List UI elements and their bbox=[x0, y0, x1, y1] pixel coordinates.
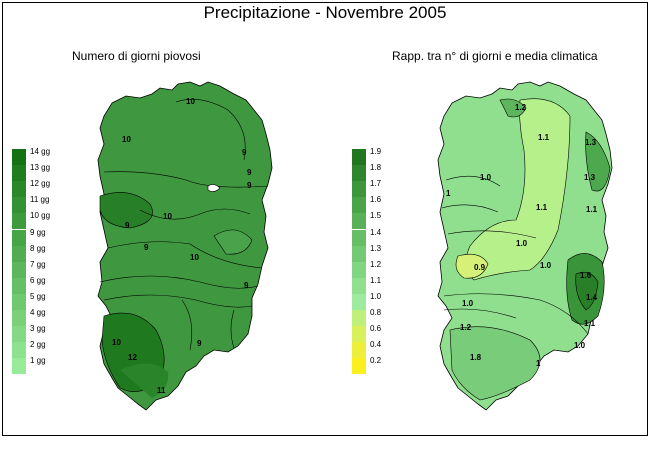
legend-label: 0.8 bbox=[370, 308, 382, 317]
legend-label: 7 gg bbox=[30, 259, 46, 269]
right-contour-label: 1.1 bbox=[584, 319, 596, 328]
left-contour-label: 12 bbox=[128, 353, 137, 362]
legend-label: 9 gg bbox=[30, 227, 46, 237]
right-contour-label: 1.3 bbox=[584, 173, 596, 182]
legend-swatch bbox=[352, 277, 366, 294]
legend-label: 1.5 bbox=[370, 211, 382, 221]
legend-swatch bbox=[12, 197, 26, 214]
right-contour-label: 1.0 bbox=[462, 299, 474, 308]
legend-swatch bbox=[12, 326, 26, 343]
right-contour-label: 1.2 bbox=[460, 323, 472, 332]
left-contour-label: 9 bbox=[144, 243, 149, 252]
right-contour-label: 1.8 bbox=[470, 353, 482, 362]
legend-swatch bbox=[12, 213, 26, 230]
legend-label: 13 gg bbox=[30, 163, 51, 173]
right-map-subtitle: Rapp. tra n° di giorni e media climatica bbox=[392, 49, 598, 63]
legend-label: 1.2 bbox=[370, 259, 382, 269]
legend-label: 8 gg bbox=[30, 243, 46, 253]
left-contour-label: 10 bbox=[186, 97, 195, 106]
left-contour-label: 9 bbox=[244, 281, 249, 290]
left-map: 10 10 9 9 9 9 9 10 10 9 9 10 11 12 bbox=[97, 81, 273, 411]
left-contour-label: 9 bbox=[247, 181, 252, 190]
left-contour-label: 9 bbox=[125, 221, 130, 230]
legend-label: 1.3 bbox=[370, 243, 382, 253]
legend-swatch bbox=[12, 149, 26, 166]
legend-label: 1.9 bbox=[370, 147, 382, 156]
right-contour-label: 1 bbox=[446, 189, 451, 198]
left-contour-label: 10 bbox=[163, 212, 172, 221]
right-contour-label: 1.0 bbox=[574, 341, 586, 350]
right-contour-label: 1.1 bbox=[586, 205, 598, 214]
left-map-subtitle: Numero di giorni piovosi bbox=[72, 49, 201, 63]
legend-swatch bbox=[352, 342, 366, 359]
right-contour-label: 1.0 bbox=[480, 173, 492, 182]
legend-swatch bbox=[12, 310, 26, 327]
left-legend: 14 gg 13 gg 12 gg 11 gg 10 gg 9 gg 8 gg 7 gg 6 g… bbox=[12, 147, 72, 379]
legend-swatch bbox=[12, 165, 26, 182]
right-contour-label: 0.9 bbox=[474, 263, 486, 272]
right-contour-label: 1.0 bbox=[516, 239, 528, 248]
legend-label: 14 gg bbox=[30, 147, 51, 156]
left-contour-label: 9 bbox=[197, 339, 202, 348]
left-contour-label: 9 bbox=[247, 168, 252, 177]
legend-label: 3 gg bbox=[30, 324, 46, 334]
legend-label: 0.6 bbox=[370, 324, 382, 334]
legend-label: 1.0 bbox=[370, 291, 382, 301]
legend-label: 1.1 bbox=[370, 275, 382, 285]
legend-swatch bbox=[12, 261, 26, 278]
legend-label: 0.4 bbox=[370, 340, 382, 350]
left-contour-label: 11 bbox=[157, 386, 166, 395]
left-contour-label: 10 bbox=[122, 135, 131, 144]
legend-label: 12 gg bbox=[30, 179, 51, 189]
right-map: 1.2 1.1 1.3 1.3 1.1 1.0 1 1.1 0.9 1.0 1.… bbox=[437, 81, 613, 411]
right-contour-label: 1.0 bbox=[540, 261, 552, 270]
legend-swatch bbox=[352, 213, 366, 230]
right-legend: 1.9 1.8 1.7 1.6 1.5 1.4 1.3 1.2 1.1 1.0 0.8 0.6 0.4 0… bbox=[352, 147, 412, 379]
legend-label: 11 gg bbox=[30, 195, 50, 205]
right-contour-label: 1.4 bbox=[586, 293, 598, 302]
legend-swatch bbox=[12, 245, 26, 262]
legend-swatch bbox=[352, 358, 366, 375]
left-contour-label: 10 bbox=[190, 253, 199, 262]
right-contour-label: 1.2 bbox=[515, 103, 527, 112]
legend-label: 4 gg bbox=[30, 308, 46, 317]
right-contour-label: 1.6 bbox=[580, 271, 592, 280]
right-contour-label: 1.3 bbox=[585, 138, 597, 147]
legend-swatch bbox=[352, 310, 366, 327]
legend-swatch bbox=[352, 165, 366, 182]
left-contour-label: 10 bbox=[112, 338, 121, 347]
legend-swatch bbox=[352, 326, 366, 343]
legend-label: 1.4 bbox=[370, 227, 382, 237]
legend-swatch bbox=[12, 358, 26, 375]
legend-label: 10 gg bbox=[30, 211, 51, 221]
left-contour-label: 9 bbox=[242, 148, 247, 157]
legend-swatch bbox=[352, 181, 366, 198]
legend-swatch bbox=[352, 261, 366, 278]
legend-label: 1.7 bbox=[370, 179, 382, 189]
legend-swatch bbox=[12, 277, 26, 294]
legend-swatch bbox=[352, 293, 366, 310]
legend-label: 6 gg bbox=[30, 275, 46, 285]
legend-label: 2 gg bbox=[30, 340, 46, 350]
legend-label: 1.6 bbox=[370, 195, 382, 205]
legend-swatch bbox=[12, 342, 26, 359]
legend-label: 1 gg bbox=[30, 356, 46, 366]
legend-swatch bbox=[352, 229, 366, 246]
legend-label: 0.2 bbox=[370, 356, 382, 366]
legend-swatch bbox=[352, 197, 366, 214]
legend-swatch bbox=[352, 245, 366, 262]
legend-swatch bbox=[352, 149, 366, 166]
legend-swatch bbox=[12, 229, 26, 246]
right-contour-label: 1.1 bbox=[538, 133, 550, 142]
figure-frame bbox=[2, 2, 648, 436]
right-contour-label: 1.1 bbox=[536, 203, 548, 212]
right-contour-label: 1 bbox=[536, 359, 541, 368]
legend-swatch bbox=[12, 293, 26, 310]
legend-label: 1.8 bbox=[370, 163, 382, 173]
legend-label: 5 gg bbox=[30, 291, 46, 301]
legend-swatch bbox=[12, 181, 26, 198]
page-title: Precipitazione - Novembre 2005 bbox=[203, 3, 447, 22]
